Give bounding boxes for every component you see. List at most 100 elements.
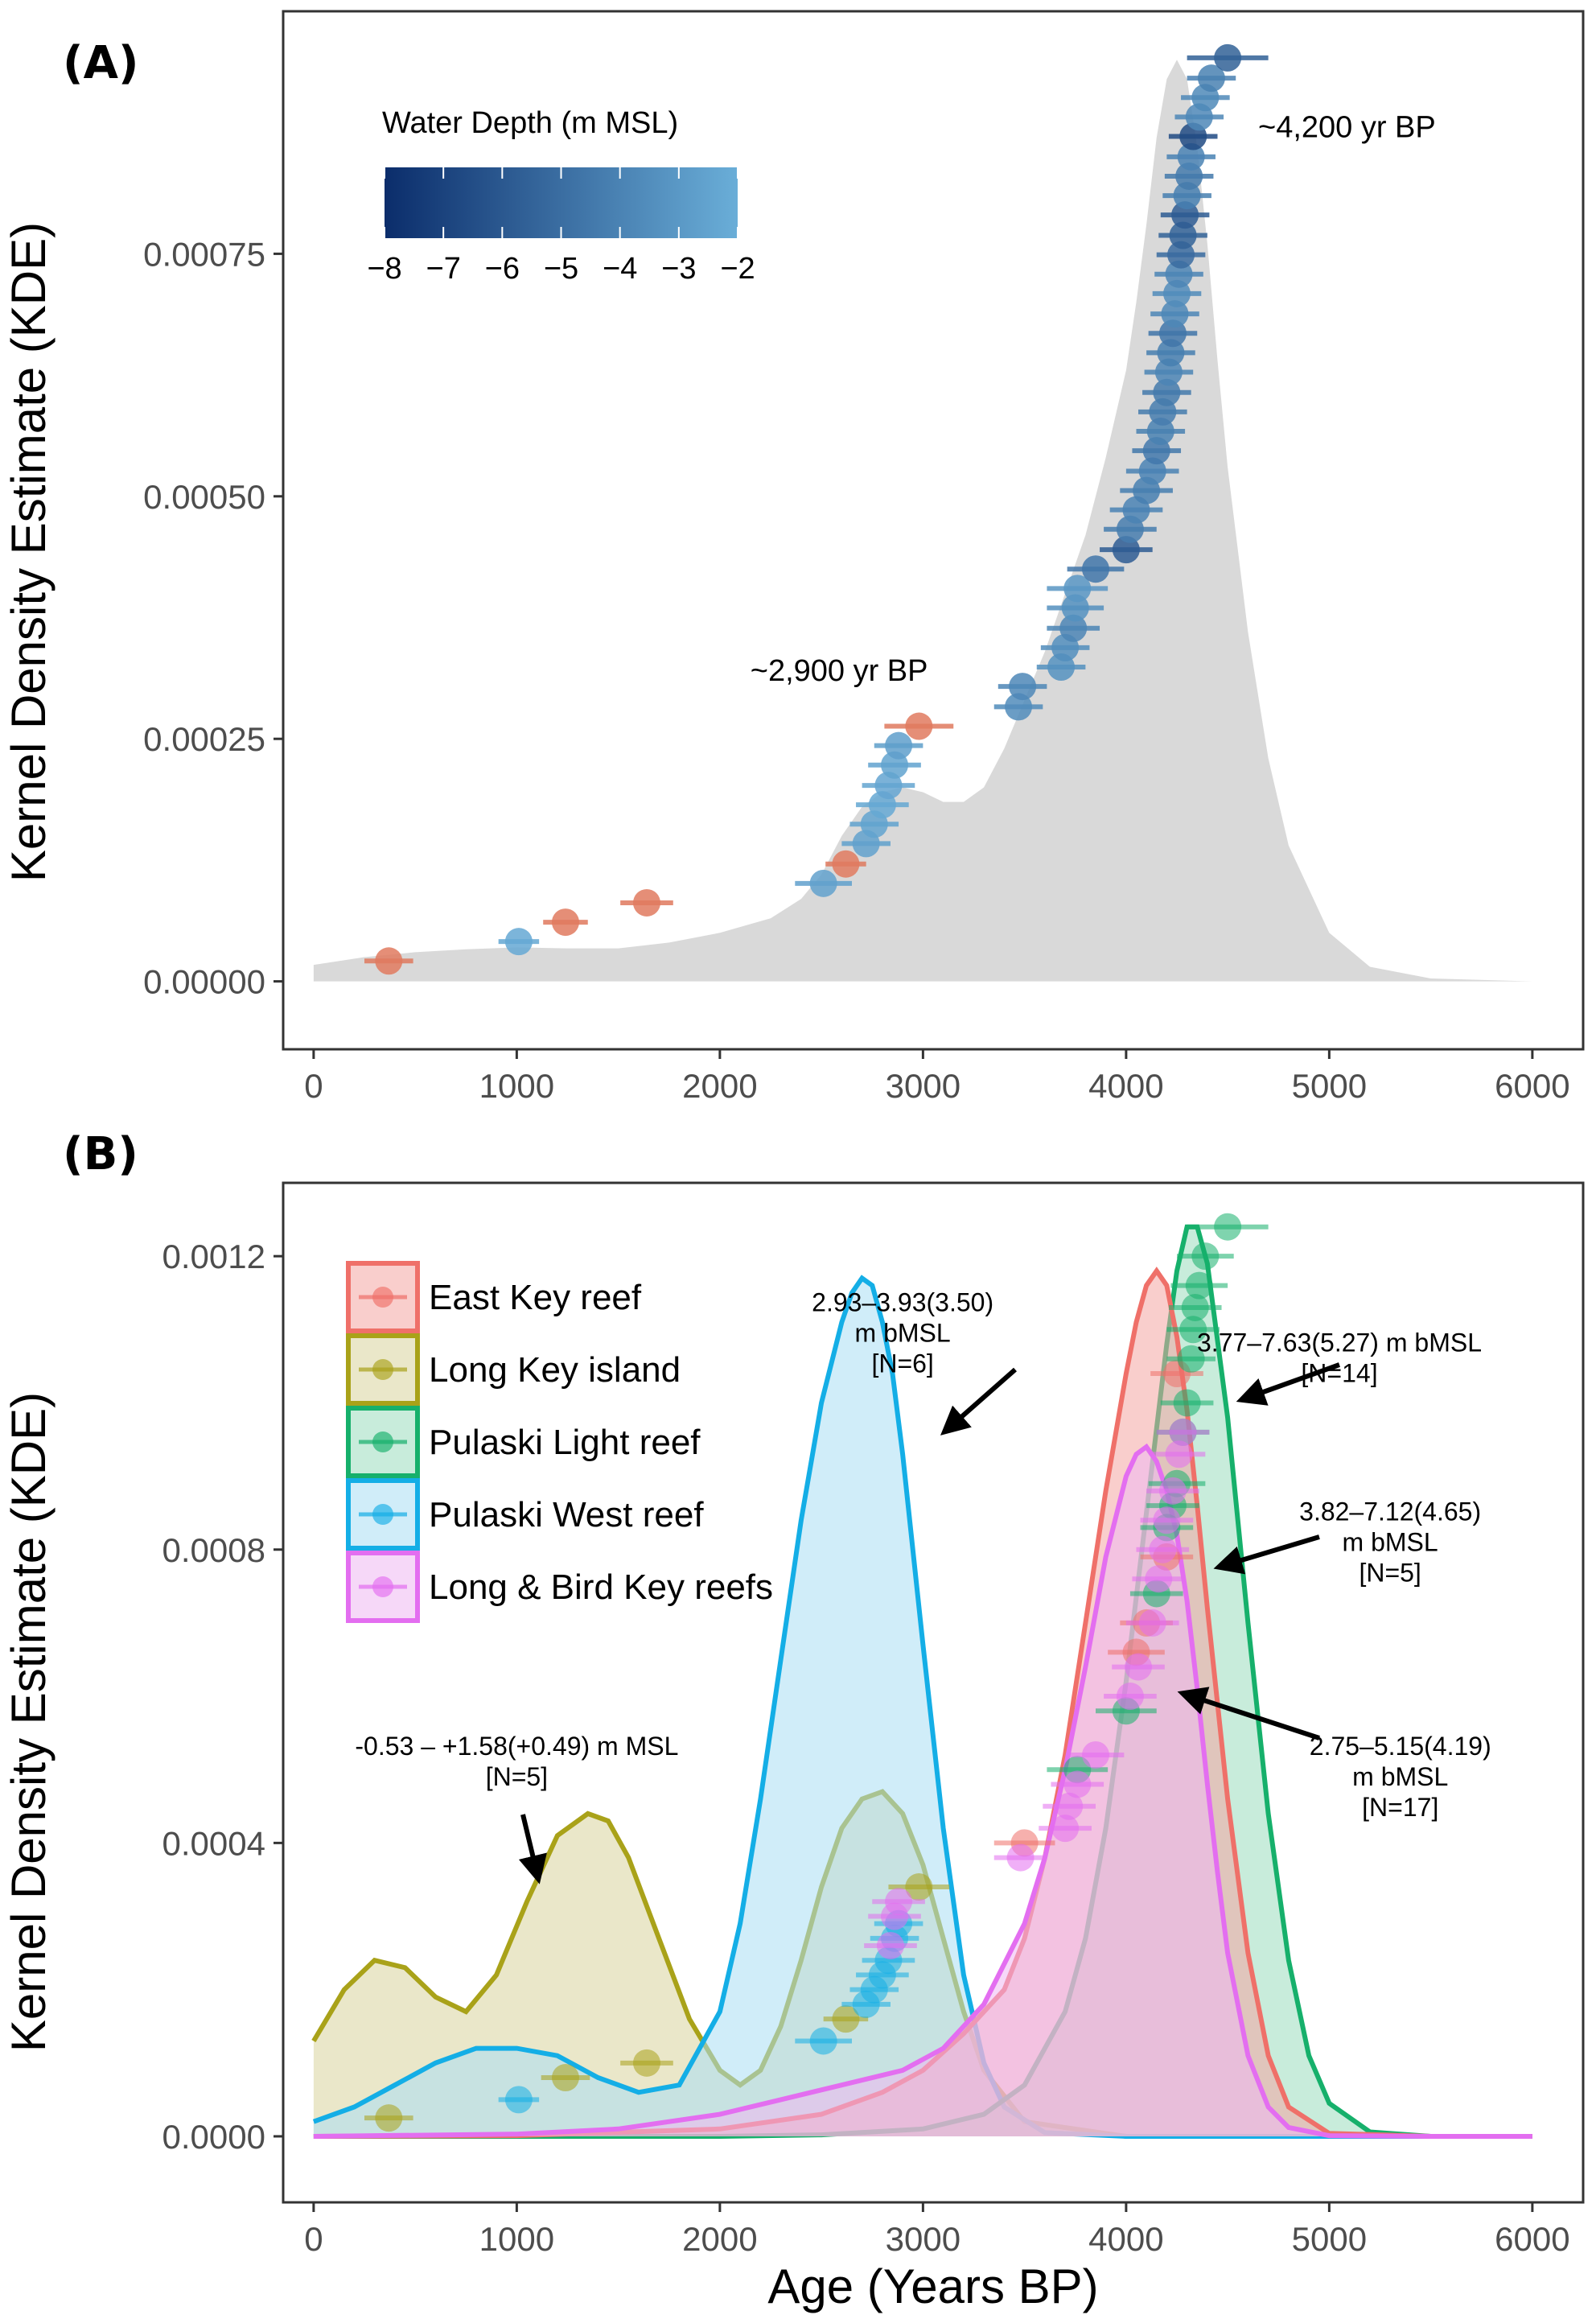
data-point [1177,1345,1205,1373]
y-tick-label: 0.00050 [143,478,265,516]
x-tick-label: 5000 [1292,1067,1367,1105]
data-point [1005,693,1033,721]
colorbar-tick-label: −3 [661,252,696,286]
data-point [1158,1477,1187,1505]
y-tick-label: 0.0012 [162,1238,265,1275]
legend-key-dot [372,1287,393,1308]
data-point [1125,1653,1153,1681]
data-point [1116,1683,1144,1711]
legend-key-dot [372,1431,393,1452]
kde-fill [313,1278,1532,2136]
data-point [504,2086,533,2114]
legend: East Key reef Long Key island Pulaski Ligh… [346,1261,773,1623]
annotation-line: [N=5] [1359,1558,1421,1587]
colorbar-tick-label: −8 [367,252,401,286]
x-tick-label: 4000 [1088,1067,1163,1105]
panel-a-frame [282,10,1585,1051]
data-point [1173,1389,1201,1417]
colorbar-title: Water Depth (m MSL) [382,106,678,140]
panel-b-label: (B) [63,1128,138,1180]
data-point [504,928,533,956]
colorbar: Water Depth (m MSL) −8 −7 −6 −5 −4 −3 −2 [367,106,755,286]
data-point [1063,575,1092,603]
colorbar-tick-label: −4 [603,252,637,286]
colorbar-bar [385,167,738,238]
x-tick-label: 6000 [1495,2220,1569,2258]
annotation-arrow [518,1814,547,1885]
panel-b-y-axis-title: Kernel Density Estimate (KDE) [2,1392,56,2052]
data-point [885,731,913,760]
data-point [905,712,933,740]
x-tick-label: 1000 [479,2220,554,2258]
data-point [1177,142,1205,171]
panel-b-axes: 0 1000 2000 3000 4000 5000 6000 0.0000 0.0004 0.0… [162,1238,1570,2258]
kde-curve [313,1443,1532,2139]
x-tick-label: 4000 [1088,2220,1163,2258]
annotation-line: m bMSL [1343,1527,1438,1556]
data-point [1153,1506,1181,1534]
panel-b-kde-layer [311,1224,1532,2139]
annotation-line: 3.82–7.12(4.65) [1299,1497,1481,1526]
annotation-line: m bMSL [855,1319,951,1348]
legend-key-dot [372,1576,393,1597]
data-point [1214,1213,1242,1241]
panel-b-annotations: 2.93–3.93(3.50)m bMSL[N=6]3.77–7.63(5.27… [355,1288,1491,1885]
data-point [1009,673,1037,701]
panel-a-y-axis-title: Kernel Density Estimate (KDE) [2,222,56,882]
data-point [809,869,837,897]
annotation-line: [N=17] [1362,1793,1438,1822]
data-point [1149,1535,1177,1563]
data-point [375,2104,403,2132]
panel-b-frame [282,1181,1585,2204]
annotation-line: 2.75–5.15(4.19) [1310,1732,1491,1761]
panel-a-kde-layer [313,60,1532,982]
panel-a-points-layer [364,43,1269,975]
colorbar-tick-label: −5 [544,252,578,286]
legend-key-dot [372,1359,393,1380]
data-point [1181,1293,1209,1321]
legend-label: East Key reef [429,1278,642,1317]
data-point [1138,1609,1166,1637]
panel-a-label: (A) [63,37,139,89]
y-tick-label: 0.0000 [162,2118,265,2156]
data-point [1214,43,1242,72]
y-tick-label: 0.00025 [143,720,265,758]
x-tick-label: 2000 [682,1067,757,1105]
data-point [1112,536,1140,564]
legend-key-dot [372,1504,393,1525]
data-point [1082,1740,1109,1769]
data-point [1051,1815,1080,1843]
data-point [551,908,579,937]
x-tick-label: 1000 [479,1067,554,1105]
legend-label: Pulaski Light reef [429,1423,701,1462]
data-point [1197,64,1225,93]
annotation-arrow [1177,1687,1320,1740]
data-point [1185,1271,1213,1300]
annotation-line: [N=5] [486,1762,548,1791]
data-point [885,1888,913,1916]
x-tick-label: 3000 [886,1067,960,1105]
data-point [1138,457,1166,485]
data-point [1179,1316,1207,1344]
y-tick-label: 0.0004 [162,1824,265,1862]
panel-b-plot: 0 1000 2000 3000 4000 5000 6000 0.0000 0.0004 0.0… [162,1181,1585,2258]
kde-curve [312,1275,1532,2139]
data-point [832,2005,860,2033]
data-point [1165,1440,1193,1469]
kde-area [313,60,1532,982]
data-point [1169,1418,1197,1446]
data-point [1063,1770,1092,1798]
annotation-line: 2.93–3.93(3.50) [812,1288,993,1317]
annotation: ~4,200 yr BP [1258,111,1436,145]
y-tick-label: 0.00075 [143,235,265,273]
data-point [1055,1792,1084,1820]
panel-b-points-layer [364,1213,1269,2132]
colorbar-tick-label: −6 [485,252,520,286]
annotation-arrow [940,1367,1017,1436]
legend-label: Long & Bird Key reefs [429,1567,773,1607]
annotation-line: -0.53 – +1.58(+0.49) m MSL [355,1732,678,1761]
data-point [1153,378,1181,406]
x-tick-label: 0 [304,2220,323,2258]
x-tick-label: 6000 [1495,1067,1569,1105]
